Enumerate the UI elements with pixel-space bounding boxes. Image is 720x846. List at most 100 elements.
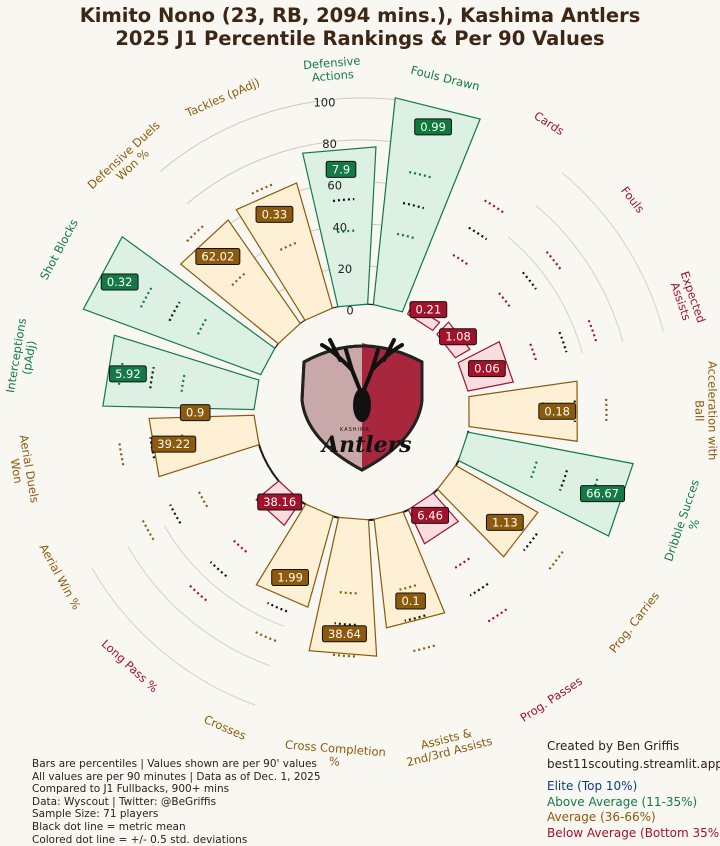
metric-label-text: % xyxy=(686,517,703,532)
mean-dot-line xyxy=(233,540,246,552)
metric-label-text: Prog. Carries xyxy=(606,589,662,656)
note-line: Bars are percentiles | Values shown are … xyxy=(32,758,321,771)
title-line-1: Kimito Nono (23, RB, 2094 mins.), Kashim… xyxy=(0,4,720,27)
mean-dot-line xyxy=(485,200,506,213)
value-label-8: 0.1 xyxy=(401,594,419,608)
value-label-15: 0.32 xyxy=(107,275,133,289)
mean-dot-line xyxy=(119,441,123,465)
value-label-16: 62.02 xyxy=(201,250,234,264)
grid-arc xyxy=(509,237,583,353)
metric-label-text: Tackles (pAdj) xyxy=(183,75,262,120)
grid-arc xyxy=(128,547,270,666)
radial-tick-label: 100 xyxy=(313,95,335,109)
radial-tick-label: 40 xyxy=(332,220,347,234)
value-label-6: 1.13 xyxy=(492,515,518,529)
metric-label-text: Crosses xyxy=(202,712,248,743)
chart-title: Kimito Nono (23, RB, 2094 mins.), Kashim… xyxy=(0,4,720,50)
metric-label-text: Aerial Win % xyxy=(37,542,84,613)
metric-label-text: Fouls Drawn xyxy=(409,63,481,94)
mean-dot-line xyxy=(548,552,563,571)
metric-label-0: Fouls Drawn xyxy=(409,63,481,94)
mean-dot-line xyxy=(252,184,274,194)
mean-dot-line xyxy=(499,293,510,307)
metric-label-17: Tackles (pAdj) xyxy=(183,75,262,120)
note-line: All values are per 90 minutes | Data as … xyxy=(32,771,321,784)
credits-author: Created by Ben Griffis xyxy=(547,738,720,756)
legend-elite: Elite (Top 10%) xyxy=(547,779,720,795)
footnotes: Bars are percentiles | Values shown are … xyxy=(32,758,321,846)
mean-dot-line xyxy=(268,603,288,612)
mean-dot-line xyxy=(454,558,469,568)
metric-label-text: Actions xyxy=(311,67,354,85)
metric-label-text: Long Pass % xyxy=(99,637,161,696)
value-label-0: 0.99 xyxy=(420,120,446,134)
metric-label-8: Assists &2nd/3rd Assists xyxy=(402,721,494,769)
grid-arc xyxy=(536,205,623,342)
credits-legend: Created by Ben Griffis best11scouting.st… xyxy=(547,738,720,841)
metric-label-14: Interceptions(pAdj) xyxy=(3,317,42,396)
value-label-9: 38.64 xyxy=(328,627,361,641)
mean-dot-line xyxy=(199,491,208,507)
metric-label-text: Ball xyxy=(692,400,706,421)
mean-dot-line xyxy=(254,631,276,641)
mean-dot-line xyxy=(142,518,154,539)
metric-label-2: Fouls xyxy=(618,184,647,216)
value-label-7: 6.46 xyxy=(417,508,443,522)
club-crest-logo: KASHIMA Antlers xyxy=(302,340,422,470)
credits-site: best11scouting.streamlit.app xyxy=(547,756,720,774)
mean-dot-line xyxy=(524,534,537,551)
note-line: Black dot line = metric mean xyxy=(32,821,321,834)
metric-label-10: Crosses xyxy=(202,712,248,743)
value-label-13: 39.22 xyxy=(157,437,190,451)
mean-dot-line xyxy=(589,320,597,343)
mean-dot-line xyxy=(523,272,536,289)
metric-label-7: Prog. Passes xyxy=(518,674,585,725)
mean-dot-line xyxy=(560,332,567,352)
value-label-extra: 0.9 xyxy=(186,406,204,420)
legend-above-average: Above Average (11-35%) xyxy=(547,795,720,811)
svg-text:Antlers: Antlers xyxy=(320,432,412,458)
metric-label-1: Cards xyxy=(531,108,566,138)
mean-dot-line xyxy=(453,255,468,265)
metric-label-11: Long Pass % xyxy=(99,637,161,696)
radial-tick-label: 20 xyxy=(338,262,353,276)
mean-dot-line xyxy=(470,584,488,596)
radial-tick-label: 0 xyxy=(346,304,353,318)
note-line: Compared to J1 Fullbacks, 900+ mins xyxy=(32,783,321,796)
metric-label-text: Cards xyxy=(531,108,566,138)
mean-dot-line xyxy=(170,505,180,524)
value-label-1: 0.21 xyxy=(416,303,442,317)
radial-tick-label: 60 xyxy=(327,179,342,193)
metric-label-text: Fouls xyxy=(618,184,647,216)
grid-arc xyxy=(563,173,664,331)
value-label-18: 7.9 xyxy=(332,162,350,176)
note-line: Data: Wyscout | Twitter: @BeGriffis xyxy=(32,796,321,809)
metric-label-text: Won xyxy=(7,457,25,484)
metric-label-text: % xyxy=(328,754,340,769)
metric-label-text: Prog. Passes xyxy=(518,674,585,725)
mean-dot-line xyxy=(486,609,506,623)
bar-10 xyxy=(256,504,333,607)
metric-label-text: Shot Blocks xyxy=(37,217,81,283)
note-line: Sample Size: 71 players xyxy=(32,808,321,821)
value-label-14: 5.92 xyxy=(115,367,141,381)
value-label-2: 1.08 xyxy=(445,330,471,344)
mean-dot-line xyxy=(211,562,227,576)
grid-arc xyxy=(92,568,256,705)
radial-tick-label: 80 xyxy=(322,137,337,151)
metric-label-5: Dribble Succes% xyxy=(661,478,714,568)
legend-below-average: Below Average (Bottom 35%) xyxy=(547,826,720,842)
mean-dot-line xyxy=(188,584,206,601)
metric-label-12: Aerial Win % xyxy=(37,542,84,613)
value-label-17: 0.33 xyxy=(262,207,288,221)
title-line-2: 2025 J1 Percentile Rankings & Per 90 Val… xyxy=(0,27,720,50)
value-label-4: 0.18 xyxy=(544,404,570,418)
value-label-5: 66.67 xyxy=(586,487,619,501)
value-label-10: 1.99 xyxy=(277,571,303,585)
